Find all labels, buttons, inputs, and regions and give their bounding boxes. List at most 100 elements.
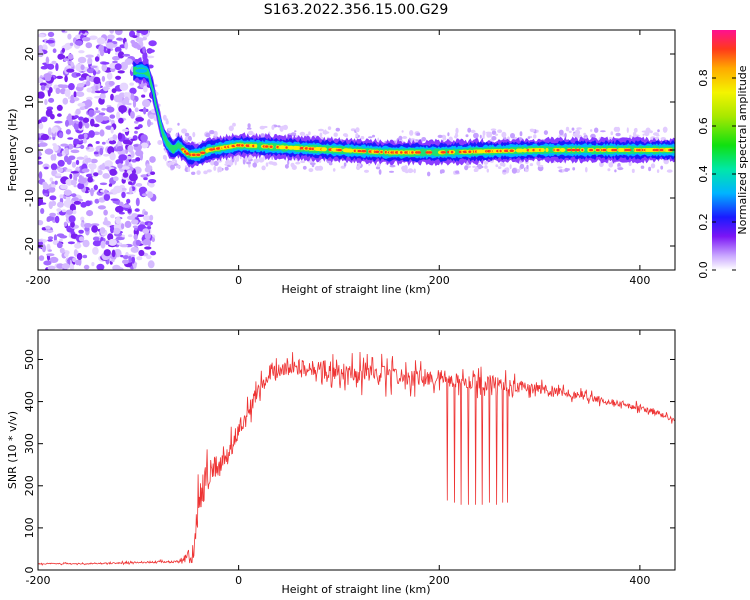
spectrogram-noise-cell bbox=[112, 134, 118, 140]
spectrogram-noise-cell bbox=[136, 256, 143, 261]
spectrogram-noise-cell bbox=[63, 155, 69, 163]
spectrogram-noise-cell bbox=[110, 93, 114, 101]
spectrogram-noise-cell bbox=[76, 156, 85, 160]
spectrogram-halo-cell bbox=[401, 165, 407, 171]
spectrogram-halo-cell bbox=[287, 159, 290, 165]
spectrogram-halo-cell bbox=[170, 164, 175, 170]
spectrogram-halo-cell bbox=[642, 133, 645, 136]
spectrogram-noise-cell bbox=[132, 35, 138, 39]
colorbar: 0.0 0.2 0.4 0.6 0.8 Normalized spectral ampl… bbox=[697, 30, 749, 279]
spectrogram-halo-cell bbox=[162, 154, 167, 160]
spectrogram-noise-cell bbox=[98, 197, 106, 203]
spectrogram-noise-cell bbox=[94, 110, 101, 114]
spectrogram-halo-cell bbox=[319, 132, 323, 138]
spectrogram-noise-cell bbox=[143, 215, 151, 222]
spectrogram-peak-cell bbox=[556, 148, 560, 152]
spectrogram-y-tick-label: 10 bbox=[23, 95, 36, 109]
spectrogram-noise-cell bbox=[49, 256, 59, 263]
spectrogram-halo-cell bbox=[213, 130, 218, 137]
spectrogram-noise-cell bbox=[75, 159, 80, 165]
spectrogram-noise-cell bbox=[99, 147, 104, 156]
spectrogram-noise-cell bbox=[106, 72, 113, 80]
spectrogram-halo-cell bbox=[184, 132, 190, 137]
spectrogram-halo-cell bbox=[247, 130, 254, 136]
spectrogram-halo-cell bbox=[488, 132, 492, 138]
spectrogram-halo-cell bbox=[615, 132, 621, 137]
spectrogram-noise-cell bbox=[119, 244, 129, 248]
spectrogram-noise-cell bbox=[142, 51, 148, 61]
spectrogram-noise-cell bbox=[92, 236, 100, 241]
spectrogram-noise-cell bbox=[114, 63, 122, 71]
spectrogram-noise-cell bbox=[93, 76, 101, 85]
snr-y-tick-label: 300 bbox=[23, 433, 36, 454]
spectrogram-halo-cell bbox=[530, 129, 535, 133]
spectrogram-x-label: Height of straight line (km) bbox=[281, 283, 430, 296]
spectrogram-halo-cell bbox=[402, 136, 408, 139]
spectrogram-panel: -200 0 200 400 -20 -10 0 10 20 Height of straigh… bbox=[6, 29, 676, 296]
spectrogram-halo-cell bbox=[626, 127, 629, 133]
spectrogram-noise-cell bbox=[120, 254, 124, 258]
spectrogram-noise-cell bbox=[38, 156, 42, 160]
spectrogram-peak-cell bbox=[294, 146, 302, 150]
spectrogram-noise-cell bbox=[124, 220, 132, 228]
spectrogram-frame bbox=[37, 29, 676, 271]
spectrogram-noise-cell bbox=[148, 182, 155, 188]
spectrogram-noise-cell bbox=[45, 39, 55, 44]
spectrogram-halo-cell bbox=[594, 127, 599, 133]
spectrogram-halo-cell bbox=[308, 168, 314, 173]
spectrogram-noise-cell bbox=[148, 179, 157, 184]
figure-title: S163.2022.356.15.00.G29 bbox=[264, 2, 449, 18]
spectrogram-halo-cell bbox=[467, 127, 472, 133]
spectrogram-halo-cell bbox=[271, 125, 275, 130]
spectrogram-noise-cell bbox=[70, 171, 80, 174]
spectrogram-noise-cell bbox=[56, 208, 62, 212]
spectrogram-halo-cell bbox=[610, 131, 614, 136]
spectrogram-noise-cell bbox=[95, 114, 104, 123]
spectrogram-noise-cell bbox=[92, 70, 97, 76]
spectrogram-peak-cell bbox=[589, 148, 594, 152]
spectrogram-noise-cell bbox=[117, 70, 125, 74]
spectrogram-noise-cell bbox=[144, 246, 152, 250]
spectrogram-noise-cell bbox=[96, 37, 106, 45]
spectrogram-noise-cell bbox=[78, 236, 85, 242]
spectrogram-halo-cell bbox=[196, 170, 201, 176]
spectrogram-noise-cell bbox=[93, 123, 100, 128]
spectrogram-noise-cell bbox=[142, 99, 151, 108]
spectrogram-noise-cell bbox=[38, 240, 44, 247]
spectrogram-noise-cell bbox=[117, 242, 123, 245]
spectrogram-noise-cell bbox=[70, 179, 77, 186]
spectrogram-noise-cell bbox=[57, 167, 64, 173]
spectrogram-noise-cell bbox=[40, 208, 45, 214]
spectrogram-halo-cell bbox=[355, 133, 359, 138]
spectrogram-halo-cell bbox=[448, 136, 453, 142]
spectrogram-halo-cell bbox=[511, 167, 517, 174]
spectrogram-noise-cell bbox=[66, 168, 73, 172]
spectrogram-noise-cell bbox=[127, 144, 134, 153]
spectrogram-noise-cell bbox=[101, 61, 110, 65]
colorbar-tick-label: 0.2 bbox=[697, 213, 710, 231]
spectrogram-noise-cell bbox=[44, 76, 52, 82]
spectrogram-noise-cell bbox=[46, 229, 54, 233]
spectrogram-noise-cell bbox=[82, 254, 88, 259]
spectrogram-noise-cell bbox=[133, 144, 139, 147]
spectrogram-noise-cell bbox=[116, 111, 121, 120]
spectrogram-noise-cell bbox=[140, 134, 148, 142]
spectrogram-noise-cell bbox=[76, 91, 85, 97]
spectrogram-halo-cell bbox=[167, 127, 173, 132]
spectrogram-noise-cell bbox=[95, 141, 100, 144]
spectrogram-noise-cell bbox=[47, 31, 55, 37]
spectrogram-noise-cell bbox=[128, 173, 138, 182]
spectrogram-noise-cell bbox=[128, 234, 133, 238]
spectrogram-halo-cell bbox=[261, 165, 266, 171]
spectrogram-noise-cell bbox=[80, 64, 85, 71]
spectrogram-halo-cell bbox=[572, 133, 578, 137]
spectrogram-noise-cell bbox=[126, 102, 132, 106]
spectrogram-noise-cell bbox=[106, 192, 114, 195]
snr-x-tick-label: 200 bbox=[429, 574, 450, 587]
spectrogram-noise-cell bbox=[77, 102, 86, 107]
snr-x-tick-label: 0 bbox=[235, 574, 242, 587]
spectrogram-noise-cell bbox=[68, 215, 76, 223]
spectrogram-ridge-band-blue bbox=[133, 61, 675, 165]
spectrogram-peak-cell bbox=[254, 144, 258, 148]
